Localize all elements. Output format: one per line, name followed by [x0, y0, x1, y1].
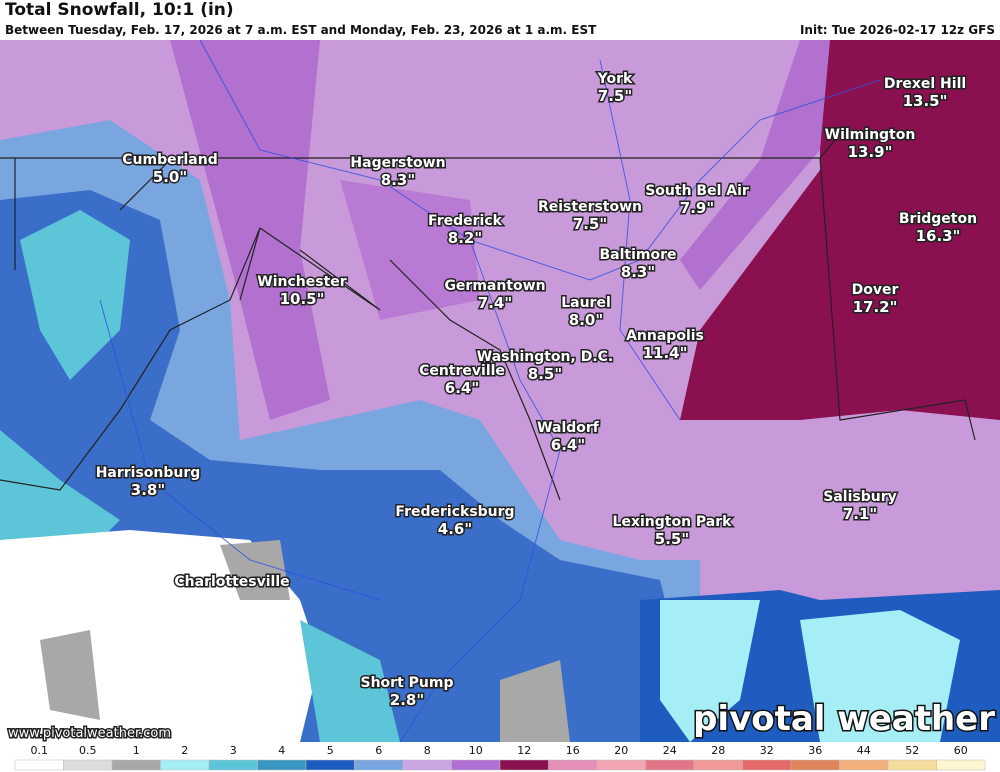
colorbar-swatch — [402, 759, 452, 771]
snow-amount: 13.9" — [848, 143, 893, 161]
place-name: Hagerstown — [350, 155, 445, 171]
colorbar-swatch — [548, 759, 598, 771]
colorbar-label: 60 — [954, 744, 968, 757]
colorbar-label: 20 — [614, 744, 628, 757]
colorbar-swatch — [451, 759, 501, 771]
colorbar-label: 12 — [517, 744, 531, 757]
colorbar-label: 32 — [760, 744, 774, 757]
source-url: www.pivotalweather.com — [8, 726, 171, 741]
colorbar-swatch — [499, 759, 549, 771]
place-name: Waldorf — [537, 420, 600, 436]
place-name: Laurel — [561, 295, 611, 311]
colorbar-swatch — [111, 759, 161, 771]
place-name: Fredericksburg — [395, 504, 514, 520]
snow-amount: 2.8" — [390, 691, 424, 709]
colorbar-swatch — [63, 759, 113, 771]
colorbar-label: 44 — [857, 744, 871, 757]
subtitle: Between Tuesday, Feb. 17, 2026 at 7 a.m.… — [5, 23, 597, 37]
colorbar-label: 5 — [327, 744, 334, 757]
place-name: York — [597, 71, 633, 87]
place-name: Salisbury — [823, 489, 896, 505]
colorbar-label: 0.5 — [79, 744, 97, 757]
snow-amount: 6.4" — [551, 436, 585, 454]
snow-amount: 17.2" — [853, 298, 898, 316]
place-name: Annapolis — [626, 328, 704, 344]
snow-amount: 11.4" — [643, 344, 688, 362]
colorbar-label: 10 — [469, 744, 483, 757]
colorbar-label: 3 — [230, 744, 237, 757]
colorbar-swatch — [596, 759, 646, 771]
place-name: Centreville — [419, 363, 505, 379]
place-name: Wilmington — [825, 127, 916, 143]
colorbar-swatch — [693, 759, 743, 771]
snow-amount: 10.5" — [280, 290, 325, 308]
colorbar-swatch — [839, 759, 889, 771]
colorbar-swatch — [645, 759, 695, 771]
snow-amount: 8.2" — [448, 229, 482, 247]
snow-amount: 7.9" — [680, 199, 714, 217]
brand-watermark: pivotal weather — [693, 699, 995, 739]
colorbar-swatch — [305, 759, 355, 771]
snow-amount: 5.5" — [655, 530, 689, 548]
place-name: Bridgeton — [899, 211, 977, 227]
colorbar-swatch — [160, 759, 210, 771]
place-name: South Bel Air — [645, 183, 749, 199]
colorbar-swatch — [354, 759, 404, 771]
place-name: Winchester — [257, 274, 346, 290]
snow-amount: 8.3" — [621, 263, 655, 281]
snow-amount: 13.5" — [903, 92, 948, 110]
place-name: Baltimore — [599, 247, 676, 263]
colorbar-swatch — [208, 759, 258, 771]
snow-amount: 6.4" — [445, 379, 479, 397]
snow-amount: 16.3" — [916, 227, 961, 245]
place-name: Harrisonburg — [96, 465, 201, 481]
snow-amount: 4.6" — [438, 520, 472, 538]
colorbar-label: 1 — [133, 744, 140, 757]
place-name: Cumberland — [122, 152, 217, 168]
colorbar-label: 36 — [808, 744, 822, 757]
snow-amount: 5.0" — [153, 168, 187, 186]
colorbar-label: 4 — [278, 744, 285, 757]
colorbar-label: 0.1 — [31, 744, 49, 757]
colorbar-label: 16 — [566, 744, 580, 757]
init-time: Init: Tue 2026-02-17 12z GFS — [800, 23, 995, 37]
colorbar-swatch — [887, 759, 937, 771]
snow-amount: 8.5" — [528, 365, 562, 383]
place-name: Short Pump — [361, 675, 454, 691]
map — [0, 39, 1000, 743]
colorbar-swatch — [936, 759, 986, 771]
colorbar-label: 24 — [663, 744, 677, 757]
place-name: Charlottesville — [174, 574, 289, 590]
place-name: Germantown — [444, 278, 545, 294]
place-name: Reisterstown — [538, 199, 642, 215]
snow-amount: 7.4" — [478, 294, 512, 312]
colorbar-label: 2 — [181, 744, 188, 757]
place-name: Drexel Hill — [884, 76, 966, 92]
snow-amount: 8.0" — [569, 311, 603, 329]
colorbar-swatch — [790, 759, 840, 771]
colorbar-swatch — [14, 759, 64, 771]
place-name: Dover — [852, 282, 899, 298]
snow-amount: 3.8" — [131, 481, 165, 499]
header-bg — [0, 0, 1000, 40]
title: Total Snowfall, 10:1 (in) — [5, 0, 234, 20]
snow-amount: 7.1" — [843, 505, 877, 523]
colorbar-label: 6 — [375, 744, 382, 757]
colorbar-swatch — [257, 759, 307, 771]
snow-amount: 7.5" — [573, 215, 607, 233]
place-name: Lexington Park — [613, 514, 733, 530]
place-name: Frederick — [428, 213, 503, 229]
colorbar-swatch — [742, 759, 792, 771]
colorbar-label: 28 — [711, 744, 725, 757]
snow-amount: 8.3" — [381, 171, 415, 189]
colorbar-label: 8 — [424, 744, 431, 757]
place-name: Washington, D.C. — [477, 349, 613, 365]
colorbar-label: 52 — [905, 744, 919, 757]
snow-amount: 7.5" — [598, 87, 632, 105]
